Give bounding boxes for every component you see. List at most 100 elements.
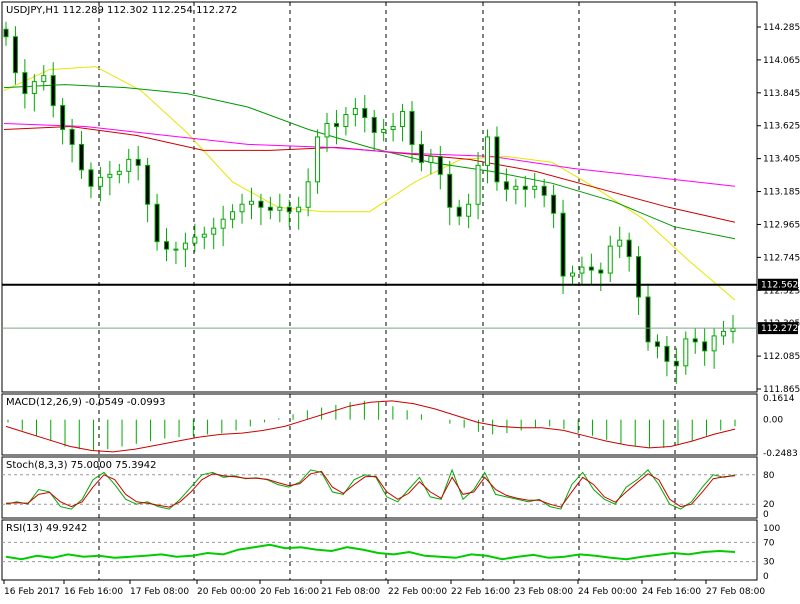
x-tick-label: 22 Feb 16:00 — [451, 587, 510, 597]
moving-average-line — [3, 66, 736, 301]
candle-body — [60, 105, 66, 130]
candle-body — [456, 206, 462, 217]
candle-body — [22, 72, 28, 95]
candle-body — [182, 242, 188, 250]
stoch-y-tick-label: 80 — [763, 471, 775, 481]
x-tick-label: 24 Feb 16:00 — [642, 587, 701, 597]
stoch-line — [5, 470, 736, 508]
y-tick-label: 113.185 — [763, 188, 800, 198]
candle-body — [116, 170, 122, 175]
macd-y-tick-label: -0.2483 — [763, 449, 798, 459]
candle-body — [485, 136, 491, 166]
candle-body — [211, 227, 217, 235]
y-tick-label: 111.865 — [763, 385, 800, 395]
candle-body — [343, 114, 349, 127]
candle-body — [305, 181, 311, 208]
candle-body — [692, 338, 698, 343]
current-price-tag — [758, 322, 798, 335]
candle-body — [296, 206, 302, 213]
x-tick-label: 23 Feb 08:00 — [514, 587, 573, 597]
candle-body — [428, 155, 434, 163]
candle-body — [277, 206, 283, 211]
y-tick-label: 112.085 — [763, 352, 800, 362]
y-tick-label: 113.405 — [763, 155, 800, 165]
candle-body — [541, 185, 547, 196]
candle-body — [447, 173, 453, 208]
candle-body — [721, 330, 727, 337]
candle-body — [400, 111, 406, 127]
candle-body — [598, 269, 604, 274]
candle-body — [617, 239, 623, 247]
rsi-y-tick-label: 70 — [763, 538, 775, 548]
candle-body — [12, 36, 18, 74]
x-tick-label: 22 Feb 00:00 — [388, 587, 447, 597]
candle-body — [164, 241, 170, 250]
candle-body — [324, 122, 330, 138]
candle-body — [220, 218, 226, 229]
candle-body — [88, 169, 94, 187]
rsi-title: RSI(13) 49.9242 — [6, 523, 87, 534]
candle-body — [333, 122, 339, 127]
candle-body — [645, 296, 651, 343]
candle-body — [41, 75, 47, 83]
candle-body — [654, 341, 660, 347]
candle-body — [201, 233, 207, 238]
pane-border-rsi — [1, 519, 758, 581]
candle-body — [230, 211, 236, 220]
candle-body — [626, 239, 632, 258]
moving-average-line — [3, 123, 736, 187]
candle-body — [31, 81, 37, 95]
y-tick-label: 113.845 — [763, 89, 800, 99]
candle-body — [607, 245, 613, 274]
candle-body — [664, 345, 670, 362]
pane-border-main — [1, 1, 758, 393]
candle-body — [135, 158, 141, 166]
candle-body — [248, 200, 254, 205]
candle-body — [418, 143, 424, 163]
stoch-title: Stoch(8,3,3) 75.0000 75.3942 — [6, 460, 157, 471]
level-line-price-label: 112.562 — [761, 281, 798, 291]
candle-body — [494, 136, 500, 183]
pane-border-stoch — [1, 456, 758, 519]
macd-y-tick-label: 0.1614 — [763, 394, 795, 404]
candle-body — [673, 360, 679, 367]
x-tick-label: 21 Feb 08:00 — [321, 587, 380, 597]
candle-body — [126, 158, 132, 172]
candle-body — [286, 206, 292, 213]
y-tick-label: 112.745 — [763, 253, 800, 263]
candle-body — [239, 203, 245, 213]
y-tick-label: 112.525 — [763, 286, 800, 296]
candle-body — [636, 256, 642, 298]
candle-body — [475, 164, 481, 205]
y-tick-label: 114.065 — [763, 56, 800, 66]
candle-body — [683, 338, 689, 367]
x-tick-label: 16 Feb 2017 — [4, 587, 60, 597]
candle-body — [513, 185, 519, 190]
macd-y-tick-label: 0.00 — [763, 416, 783, 426]
y-tick-label: 112.965 — [763, 220, 800, 230]
candle-body — [569, 272, 575, 277]
y-tick-label: 113.625 — [763, 122, 800, 132]
candle-body — [154, 203, 160, 243]
candle-body — [258, 200, 264, 208]
candle-body — [437, 155, 443, 175]
macd-signal-line — [5, 400, 736, 453]
stoch-y-tick-label: 0 — [763, 510, 769, 520]
candle-body — [79, 143, 85, 171]
x-tick-label: 20 Feb 16:00 — [260, 587, 319, 597]
candle-body — [97, 176, 103, 187]
pane-border-macd — [1, 393, 758, 456]
candle-body — [522, 185, 528, 190]
candle-body — [588, 266, 594, 271]
moving-average-line — [3, 84, 736, 240]
candle-body — [579, 266, 585, 274]
y-tick-label: 114.285 — [763, 23, 800, 33]
macd-title: MACD(12,26,9) -0.0549 -0.0993 — [6, 397, 166, 408]
candle-body — [362, 108, 368, 119]
candle-body — [466, 203, 472, 217]
candle-body — [267, 206, 273, 211]
candle-body — [107, 173, 113, 178]
